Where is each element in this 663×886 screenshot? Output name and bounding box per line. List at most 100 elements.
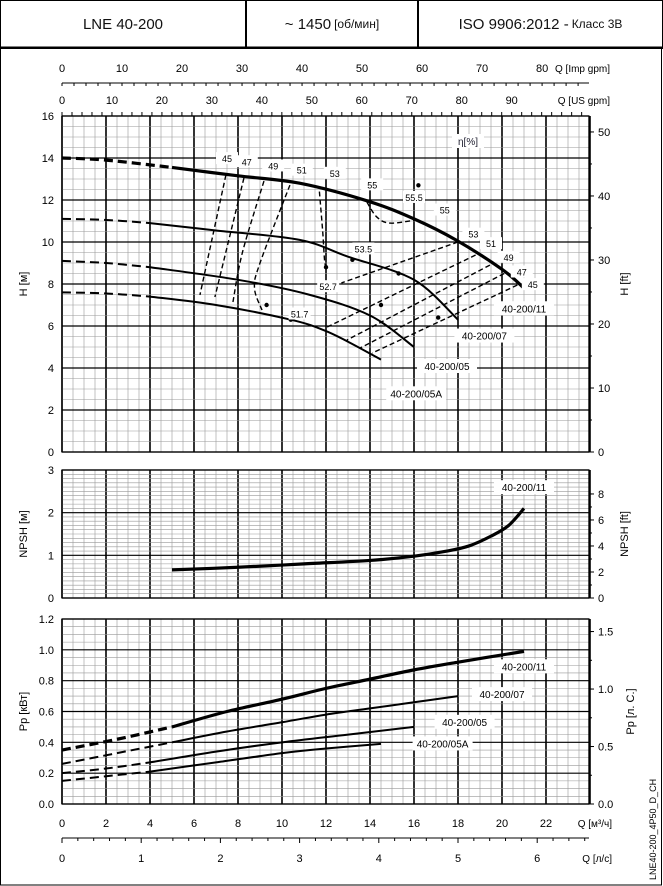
top-axis-tick-label: 50 [306,95,318,107]
x-axis-title: Q [м³/ч] [578,819,613,830]
y-right-tick-label: 0 [598,593,604,605]
standard: ISO 9906:2012 - [458,15,569,33]
efficiency-label: 52.7 [319,282,337,292]
efficiency-label-bg [317,280,340,293]
x-tick-label: 12 [320,818,332,830]
efficiency-contour-51 [253,184,291,311]
efficiency-label: 51 [486,239,496,249]
curve-40-200-11 [171,507,526,572]
series-label: 40-200/07 [462,332,507,343]
top-axis-tick-label: 0 [59,95,65,107]
x-tick-label: 16 [408,818,420,830]
efficiency-contour-53 [318,191,329,270]
top-axis-tick-label: 90 [506,95,518,107]
curve-dashed-40-200-07 [61,217,151,225]
efficiency-contour-47 [359,272,505,349]
series-label-bg [494,659,554,674]
efficiency-label: 55 [367,180,377,190]
efficiency-label: 51 [297,166,307,176]
y-tick-label: 16 [42,111,54,123]
curve-40-200-07 [171,695,459,744]
efficiency-label-bg [433,203,456,216]
y-tick-label: 12 [42,195,54,207]
grids [61,115,591,805]
header: LNE 40-200 ~ 1450 [об/мин] ISO 9906:2012… [0,0,663,49]
model-cell: LNE 40-200 [1,1,247,47]
x-tick-label: 2 [103,818,109,830]
efficiency-marker [323,265,329,270]
top-axis-tick-label: 20 [156,95,168,107]
series-label: 40-200/11 [502,304,547,315]
y-tick-label: 2 [48,508,54,520]
x2-tick-label: 4 [376,853,382,865]
series-label-bg [417,359,477,373]
top-axis-tick-label: 10 [116,63,128,75]
series-label-bg [494,301,554,316]
series-label-bg [454,328,515,343]
y-axis-title: Pp [кВт] [18,692,30,731]
top-axis-tick-label: 60 [356,95,368,107]
efficiency-label-bg [361,178,384,191]
y-tick-label: 0.0 [39,799,54,811]
efficiency-label: 45 [528,280,538,290]
y-right-tick-label: 0.5 [598,742,613,754]
y-tick-label: 8 [48,279,54,291]
y-tick-label: 0.2 [39,768,54,780]
efficiency-contour-53 [341,241,459,284]
top-axis-tick-label: 10 [106,95,118,107]
efficiency-label: 55.5 [405,193,423,203]
curve-dashed-40-200-05 [61,761,151,775]
efficiency-label-bg [497,250,520,263]
efficiency-contour-45 [199,174,227,296]
top-axis-tick-label: 60 [416,63,428,75]
y-tick-label: 0.6 [39,707,54,719]
efficiency-label-bg [510,265,533,278]
efficiency-marker [436,315,441,320]
y-right-tick-label: 1.5 [598,627,613,639]
top-axis-tick-label: 20 [176,63,188,75]
x-tick-label: 10 [276,818,288,830]
speed-cell: ~ 1450 [об/мин] [247,1,419,47]
top-axis-tick-label: 80 [456,95,468,107]
y-tick-label: 14 [42,153,54,165]
efficiency-label: 47 [242,157,252,167]
efficiency-label-bg [480,237,502,250]
y-tick-label: 1 [48,550,54,562]
top-axis-tick-label: 30 [236,63,248,75]
curve-dashed-40-200-05A [61,291,151,298]
top-axis-tick-label: 70 [406,95,418,107]
series-label: 40-200/11 [502,662,547,673]
y-tick-label: 0 [48,593,54,605]
y-right-tick-label: 50 [598,127,610,139]
efficiency-label-bg [262,159,285,172]
curve-dashed-40-200-05A [61,770,151,782]
class: Класс 3В [571,17,623,31]
efficiency-contour-45 [371,284,518,354]
x-tick-label: 22 [540,818,552,830]
top-axis-tick-label: 80 [536,63,548,75]
y-tick-label: 4 [48,363,54,375]
series-label: 40-200/11 [502,483,547,494]
chart-border [0,46,662,886]
series-label: 40-200/05A [417,739,469,750]
x-tick-label: 14 [364,818,376,830]
efficiency-label-bg [352,242,375,255]
y-tick-label: 2 [48,405,54,417]
top-axis-tick-label: 0 [59,63,65,75]
series-label: 40-200/05A [390,389,442,400]
efficiency-label-bg [288,307,311,320]
y-right-axis-title: Pp [л. С.] [625,688,637,734]
efficiency-label: 47 [517,268,527,278]
x2-tick-label: 2 [217,853,223,865]
y-right-tick-label: 10 [598,383,610,395]
efficiency-label: 49 [268,161,278,171]
efficiency-marker [416,183,421,188]
y-right-tick-label: 0.0 [598,799,613,811]
x-tick-label: 0 [59,818,65,830]
speed-unit: [об/мин] [334,17,380,31]
curve-40-200-11 [171,165,526,290]
efficiency-label-bg [235,155,258,168]
